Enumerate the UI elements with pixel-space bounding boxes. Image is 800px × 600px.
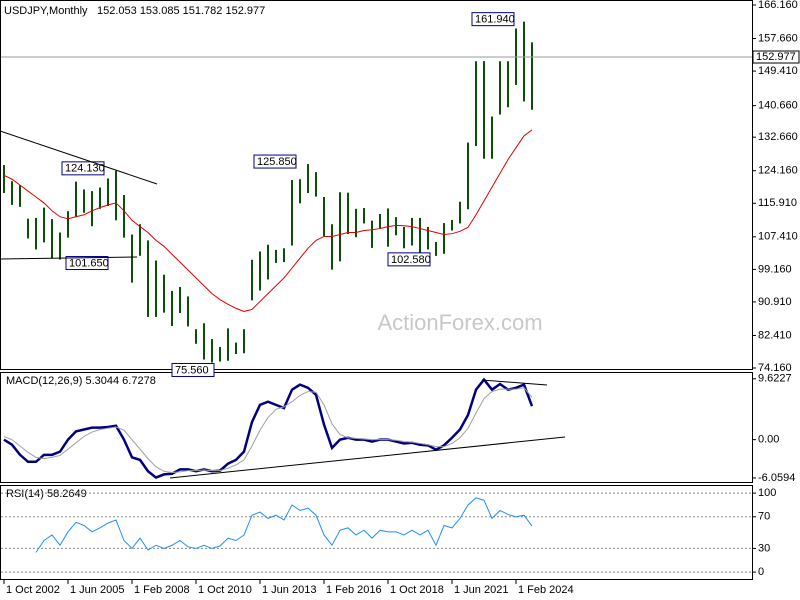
trend-line <box>481 379 548 386</box>
annotation-box <box>471 12 515 27</box>
y-tick-label: 90.910 <box>758 296 792 308</box>
annotation-box <box>65 256 109 271</box>
rsi-panel <box>0 485 753 580</box>
annotation-label: 75.560 <box>175 364 209 376</box>
annotation-label: 102.580 <box>391 254 431 266</box>
moving-average <box>3 129 533 312</box>
x-tick-label: 1 Jun 2013 <box>262 584 316 596</box>
y-tick-label: 0.00 <box>758 434 779 446</box>
y-tick-label: 70 <box>758 511 770 523</box>
x-tick-label: 1 Feb 2024 <box>518 584 574 596</box>
y-tick-label: 30 <box>758 542 770 554</box>
y-tick-label: 140.660 <box>758 100 798 112</box>
y-tick-label: 99.160 <box>758 263 792 275</box>
y-tick-label: 9.6227 <box>758 373 792 385</box>
x-tick-label: 1 Feb 2008 <box>134 584 190 596</box>
x-tick-label: 1 Oct 2018 <box>390 584 444 596</box>
watermark: ActionForex.com <box>377 310 542 335</box>
last-price-box <box>752 50 800 64</box>
indicator-line <box>3 377 534 480</box>
trend-line <box>169 436 566 479</box>
x-tick-label: 1 Jun 2005 <box>70 584 124 596</box>
y-tick-label: 166.160 <box>758 0 798 11</box>
x-tick-label: 1 Oct 2002 <box>6 584 60 596</box>
y-tick-label: 132.660 <box>758 131 798 143</box>
y-tick-label: 124.160 <box>758 165 798 177</box>
y-tick-label: 0 <box>758 566 764 578</box>
x-tick-label: 1 Oct 2010 <box>198 584 252 596</box>
y-tick-label: 157.660 <box>758 32 798 44</box>
macd-panel <box>0 372 753 483</box>
y-tick-label: -6.0594 <box>758 472 795 484</box>
price-panel <box>0 0 753 370</box>
annotation-box <box>253 154 297 169</box>
indicator-line <box>35 497 533 553</box>
y-tick-label: 100 <box>758 487 776 499</box>
annotation-label: 161.940 <box>475 14 515 26</box>
y-tick-label: 82.410 <box>758 329 792 341</box>
y-tick-label: 149.410 <box>758 65 798 77</box>
trend-lines <box>0 130 566 479</box>
x-tick-label: 1 Feb 2016 <box>326 584 382 596</box>
annotation-box <box>61 161 105 176</box>
y-tick-label: 107.410 <box>758 231 798 243</box>
chart-title: USDJPY,Monthly <box>4 5 88 17</box>
macd-title: MACD(12,26,9) 5.3044 6.7278 <box>6 375 156 387</box>
rsi-title: RSI(14) 58.2649 <box>6 488 87 500</box>
annotation-box <box>387 252 431 267</box>
ohlc-readout: 152.053 153.085 151.782 152.977 <box>97 5 265 17</box>
trend-line <box>0 130 158 185</box>
trend-line <box>0 256 138 260</box>
y-tick-label: 74.160 <box>758 362 792 374</box>
annotation-label: 124.130 <box>65 163 105 175</box>
y-tick-label: 115.910 <box>758 197 797 209</box>
x-tick-label: 1 Jun 2021 <box>454 584 508 596</box>
last-price-label: 152.977 <box>756 51 796 63</box>
annotation-label: 101.650 <box>69 257 109 269</box>
indicator-line <box>3 387 533 474</box>
annotation-box <box>171 362 215 377</box>
annotation-label: 125.850 <box>257 156 297 168</box>
